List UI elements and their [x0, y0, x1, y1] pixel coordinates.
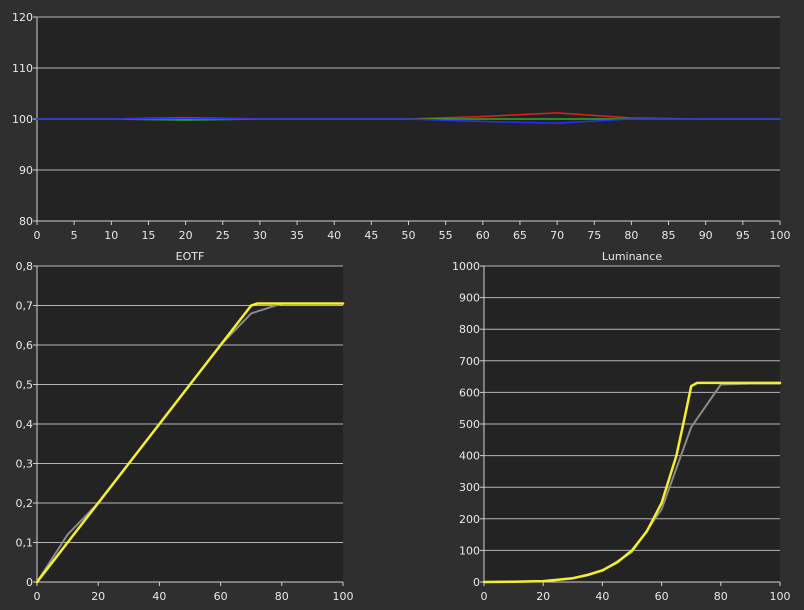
eotf-y-tick-label: 0,6	[16, 339, 34, 352]
rgb-balance-x-tick-label: 25	[216, 229, 230, 242]
luminance-x-tick-label: 0	[481, 590, 488, 603]
eotf-x-tick-label: 40	[152, 590, 166, 603]
eotf-title: EOTF	[176, 250, 205, 263]
luminance-x-tick-label: 40	[595, 590, 609, 603]
rgb-balance-x-tick-label: 20	[179, 229, 193, 242]
luminance-y-tick-label: 300	[459, 481, 480, 494]
luminance-y-tick-label: 400	[459, 450, 480, 463]
luminance-y-tick-label: 0	[473, 576, 480, 589]
rgb-balance-x-tick-label: 85	[662, 229, 676, 242]
luminance-x-tick-label: 80	[714, 590, 728, 603]
eotf-x-tick-label: 0	[34, 590, 41, 603]
luminance-y-tick-label: 800	[459, 323, 480, 336]
rgb-balance-x-tick-label: 70	[550, 229, 564, 242]
rgb-balance-x-tick-label: 90	[699, 229, 713, 242]
rgb-balance-y-tick-label: 90	[19, 164, 33, 177]
eotf-y-tick-label: 0,7	[16, 300, 34, 313]
luminance-x-tick-label: 60	[655, 590, 669, 603]
eotf-y-tick-label: 0,4	[16, 418, 34, 431]
rgb-balance-y-tick-label: 100	[12, 113, 33, 126]
eotf-series-line-1	[35, 302, 345, 584]
luminance-y-tick-label: 900	[459, 292, 480, 305]
luminance-title: Luminance	[602, 250, 662, 263]
eotf-y-tick-label: 0,1	[16, 537, 34, 550]
luminance-y-tick-label: 200	[459, 513, 480, 526]
eotf-y-tick-label: 0,3	[16, 458, 34, 471]
rgb-balance-x-tick-label: 60	[476, 229, 490, 242]
rgb-balance-x-tick-label: 100	[770, 229, 791, 242]
luminance-y-tick-label: 100	[459, 544, 480, 557]
rgb-balance-x-tick-label: 10	[104, 229, 118, 242]
rgb-balance-x-tick-label: 55	[439, 229, 453, 242]
eotf-y-tick-label: 0	[26, 576, 33, 589]
rgb-balance-x-tick-label: 75	[587, 229, 601, 242]
rgb-balance-y-tick-label: 120	[12, 11, 33, 24]
rgb-balance-chart: 80 90 100 110 120 0 5 10 15 20 25 30 35 40 45 50 55 60 65 7…	[12, 11, 791, 242]
eotf-y-tick-label: 0,5	[16, 379, 34, 392]
rgb-balance-y-tick-label: 110	[12, 62, 33, 75]
rgb-balance-x-tick-label: 50	[402, 229, 416, 242]
luminance-x-tick-label: 20	[536, 590, 550, 603]
luminance-y-tick-label: 500	[459, 418, 480, 431]
rgb-balance-x-tick-label: 95	[736, 229, 750, 242]
rgb-balance-x-tick-label: 30	[253, 229, 267, 242]
luminance-y-tick-label: 1000	[452, 260, 480, 273]
luminance-y-tick-label: 600	[459, 386, 480, 399]
rgb-balance-x-tick-label: 80	[624, 229, 638, 242]
eotf-y-tick-label: 0,2	[16, 497, 34, 510]
eotf-x-tick-label: 20	[91, 590, 105, 603]
rgb-balance-x-tick-label: 65	[513, 229, 527, 242]
rgb-balance-x-tick-label: 35	[290, 229, 304, 242]
luminance-chart: 0 100 200 300 400 500 600 700 800 900 1000 0 20 40 60 8…	[452, 250, 791, 603]
luminance-series-line-1	[482, 381, 782, 584]
luminance-y-tick-label: 700	[459, 355, 480, 368]
eotf-chart: 0 0,1 0,2 0,3 0,4 0,5 0,6 0,7 0,8 0 20 40 60 80 100 EOT…	[16, 250, 354, 603]
eotf-x-tick-label: 60	[214, 590, 228, 603]
eotf-y-tick-label: 0,8	[16, 260, 34, 273]
rgb-balance-x-tick-label: 5	[71, 229, 78, 242]
rgb-balance-x-tick-label: 15	[141, 229, 155, 242]
rgb-balance-series-line-2	[36, 117, 781, 124]
luminance-x-tick-label: 100	[770, 590, 791, 603]
rgb-balance-x-tick-label: 40	[327, 229, 341, 242]
rgb-balance-x-tick-label: 45	[364, 229, 378, 242]
rgb-balance-x-tick-label: 0	[34, 229, 41, 242]
eotf-x-tick-label: 80	[275, 590, 289, 603]
eotf-x-tick-label: 100	[333, 590, 354, 603]
rgb-balance-y-tick-label: 80	[19, 215, 33, 228]
